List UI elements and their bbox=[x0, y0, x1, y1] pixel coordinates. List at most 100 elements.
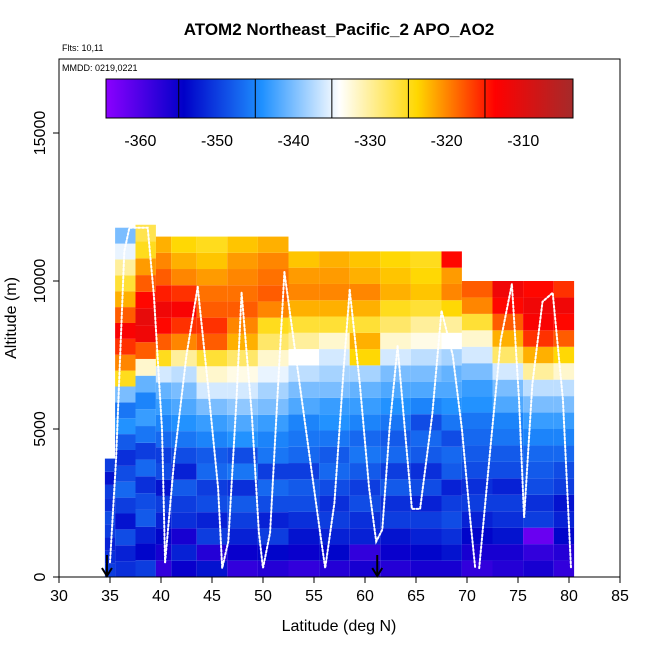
x-tick-label: 70 bbox=[458, 588, 476, 605]
curtain-cell bbox=[553, 313, 575, 331]
curtain-cell bbox=[492, 281, 524, 298]
curtain-cell bbox=[349, 446, 381, 464]
curtain-cell bbox=[523, 445, 554, 462]
curtain-cell bbox=[380, 365, 411, 382]
curtain-cell bbox=[492, 363, 524, 380]
curtain-cell bbox=[155, 317, 172, 334]
curtain-cell bbox=[135, 459, 156, 477]
x-tick-label: 75 bbox=[509, 588, 527, 605]
curtain-cell bbox=[135, 275, 156, 292]
curtain-cell bbox=[115, 243, 136, 260]
curtain-cell bbox=[196, 495, 228, 513]
curtain-cell bbox=[288, 251, 320, 268]
curtain-cell bbox=[155, 285, 172, 302]
curtain-cell bbox=[319, 560, 350, 577]
curtain-cell bbox=[196, 350, 228, 367]
curtain-cell bbox=[196, 333, 228, 351]
curtain-cell bbox=[461, 461, 493, 479]
x-axis: 30 35 40 45 50 55 60 65 70 75 80 85 bbox=[50, 577, 629, 605]
y-axis: 0 5000 10000 15000 bbox=[32, 111, 59, 581]
x-tick-label: 55 bbox=[305, 588, 323, 605]
curtain-cell bbox=[523, 560, 554, 577]
curtain-cell bbox=[523, 281, 554, 298]
curtain-cell bbox=[257, 252, 289, 270]
curtain-cell bbox=[227, 252, 258, 270]
curtain-cell bbox=[380, 316, 411, 333]
curtain-cell bbox=[461, 363, 493, 380]
curtain-cell bbox=[553, 511, 575, 528]
curtain-cell bbox=[227, 463, 258, 480]
curtain-cell bbox=[441, 511, 462, 529]
curtain-cell bbox=[492, 330, 524, 347]
curtain-cell bbox=[196, 463, 228, 480]
curtain-cell bbox=[227, 333, 258, 351]
curtain-cell bbox=[349, 300, 381, 317]
curtain-cell bbox=[115, 307, 136, 323]
curtain-cell bbox=[135, 325, 156, 343]
curtain-cell bbox=[288, 479, 320, 496]
curtain-cell bbox=[319, 430, 350, 447]
flight-track bbox=[348, 288, 399, 545]
flight-track bbox=[196, 285, 243, 569]
curtain-cell bbox=[319, 332, 350, 350]
curtain-cell bbox=[227, 350, 258, 367]
curtain-cell bbox=[319, 511, 350, 529]
curtain-cell bbox=[135, 526, 156, 544]
mmdd-annotation: MMDD: 0219,0221 bbox=[62, 63, 138, 73]
flight-track bbox=[109, 226, 167, 564]
curtain-cell bbox=[288, 511, 320, 529]
curtain-cell bbox=[319, 381, 350, 398]
curtain-cell bbox=[104, 484, 116, 499]
curtain-cell bbox=[319, 251, 350, 268]
curtain-cell bbox=[115, 434, 136, 450]
curtain-cell bbox=[288, 495, 320, 512]
curtain-cell bbox=[155, 414, 172, 432]
x-tick-label: 85 bbox=[611, 588, 629, 605]
curtain-cell bbox=[319, 365, 350, 382]
curtain-cell bbox=[410, 463, 442, 480]
curtain-cell bbox=[171, 285, 197, 302]
curtain-cell bbox=[523, 429, 554, 446]
curtain-cell bbox=[288, 365, 320, 382]
y-tick-label: 10000 bbox=[32, 259, 49, 304]
curtain-cell bbox=[380, 528, 411, 545]
curtain-cell bbox=[196, 447, 228, 464]
curtain-cell bbox=[492, 346, 524, 364]
colorbar: -360 -350 -340 -330 -320 -310 bbox=[105, 78, 574, 150]
curtain-cell bbox=[410, 300, 442, 317]
curtain-cell bbox=[492, 494, 524, 512]
curtain-cell bbox=[196, 317, 228, 334]
curtain-cell bbox=[319, 479, 350, 496]
curtain-cell bbox=[171, 414, 197, 432]
curtain-cell bbox=[492, 544, 524, 561]
curtain-cell bbox=[349, 365, 381, 382]
curtain-cell bbox=[227, 317, 258, 334]
curtain-cell bbox=[380, 300, 411, 317]
curtain-cell bbox=[227, 398, 258, 415]
curtain-cell bbox=[171, 544, 197, 561]
curtain-cell bbox=[257, 447, 289, 464]
curtain-cell bbox=[171, 236, 197, 253]
curtain-cell bbox=[349, 495, 381, 512]
curtain-cell bbox=[155, 544, 172, 561]
curtain-cell bbox=[288, 544, 320, 561]
curtain-cell bbox=[115, 386, 136, 403]
curtain-cell bbox=[553, 396, 575, 413]
curtain-cell bbox=[196, 479, 228, 496]
curtain-cell bbox=[410, 560, 442, 577]
curtain-cell bbox=[227, 447, 258, 464]
curtain-cell bbox=[155, 431, 172, 448]
curtain-cell bbox=[171, 447, 197, 464]
curtain-cell bbox=[155, 252, 172, 270]
x-tick-label: 40 bbox=[152, 588, 170, 605]
curtain-cell bbox=[257, 301, 289, 318]
curtain-cell bbox=[196, 560, 228, 577]
curtain-cell bbox=[135, 560, 156, 577]
curtain-cell bbox=[227, 479, 258, 496]
curtain-cell bbox=[523, 494, 554, 512]
curtain-cell bbox=[115, 402, 136, 419]
curtain-cell bbox=[227, 366, 258, 383]
curtain-cell bbox=[227, 560, 258, 577]
x-axis-label: Latitude (deg N) bbox=[282, 618, 397, 635]
